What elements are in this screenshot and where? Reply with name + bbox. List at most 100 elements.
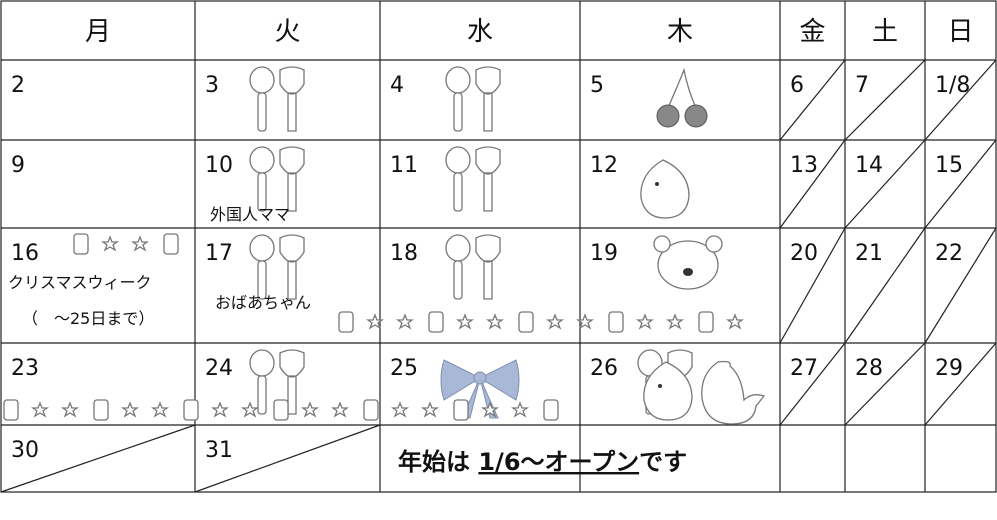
slash <box>194 424 381 493</box>
ornament-icon <box>273 399 289 421</box>
day-number: 9 <box>11 153 25 178</box>
day-number: 15 <box>935 153 963 178</box>
slash <box>924 342 997 426</box>
slash <box>924 227 997 344</box>
day-number: 11 <box>390 153 418 178</box>
note: 外国人ママ <box>210 205 290 224</box>
spoon-icon <box>453 260 463 300</box>
fork-icon <box>475 66 501 132</box>
day-number: 30 <box>11 438 39 463</box>
star-icon <box>241 401 259 418</box>
spoon-icon <box>453 172 463 212</box>
ornament-icon <box>73 233 89 255</box>
spoon-icon <box>249 146 275 174</box>
day-number: 6 <box>790 73 804 98</box>
spoon-icon <box>257 92 267 132</box>
day-number: 19 <box>590 241 618 266</box>
weekday-header: 月 <box>85 17 111 47</box>
ornament-icon <box>543 399 559 421</box>
day-number: 13 <box>790 153 818 178</box>
announcement-date: 1/6～オープン <box>478 448 639 476</box>
day-number: 2 <box>11 73 25 98</box>
announcement: 年始は 1/6～オープンです <box>398 448 687 476</box>
day-number: 18 <box>390 241 418 266</box>
ornament-icon <box>338 311 354 333</box>
star-icon <box>151 401 169 418</box>
spoon-icon <box>257 375 267 415</box>
day-number: 31 <box>205 438 233 463</box>
day-number: 23 <box>11 356 39 381</box>
spoon-icon <box>249 66 275 94</box>
star-icon <box>61 401 79 418</box>
slash <box>844 139 926 229</box>
star-icon <box>421 401 439 418</box>
day-number: 3 <box>205 73 219 98</box>
star-icon <box>131 235 149 252</box>
star-icon <box>301 401 319 418</box>
day-number: 26 <box>590 356 618 381</box>
rooster-icon <box>701 360 766 425</box>
spoon-icon <box>249 349 275 377</box>
ornament-icon <box>183 399 199 421</box>
weekday-header: 金 <box>799 17 825 47</box>
spoon-icon <box>445 66 471 94</box>
spoon-icon <box>257 260 267 300</box>
day-number: 4 <box>390 73 404 98</box>
slash <box>924 59 997 141</box>
decorations <box>3 66 766 425</box>
day-number: 27 <box>790 356 818 381</box>
chick-eye <box>655 182 659 186</box>
weekday-header: 日 <box>947 17 973 47</box>
star-icon <box>726 313 744 330</box>
star-icon <box>31 401 49 418</box>
weekday-header: 土 <box>872 17 898 47</box>
bow-icon <box>440 359 520 419</box>
chick-icon <box>640 159 690 219</box>
day-number: 12 <box>590 153 618 178</box>
bow-knot <box>473 371 487 385</box>
slash <box>779 139 846 229</box>
ornament-icon <box>518 311 534 333</box>
ornament-icon <box>93 399 109 421</box>
day-number: 17 <box>205 241 233 266</box>
star-icon <box>331 401 349 418</box>
note: クリスマスウィーク <box>8 273 152 292</box>
slash <box>924 139 997 229</box>
day-number: 25 <box>390 356 418 381</box>
spoon-icon <box>445 234 471 262</box>
border <box>0 0 997 493</box>
ornament-icon <box>163 233 179 255</box>
slash <box>844 342 926 426</box>
spoon-icon <box>249 234 275 262</box>
star-icon <box>636 313 654 330</box>
chick-eye <box>658 384 662 388</box>
day-number: 22 <box>935 241 963 266</box>
slash <box>844 227 926 344</box>
cherry-icon <box>684 104 708 128</box>
ornament-icon <box>363 399 379 421</box>
slash <box>779 227 846 344</box>
weekday-header: 木 <box>667 17 693 47</box>
ornament-icon <box>698 311 714 333</box>
bear-ear <box>705 235 723 253</box>
slash <box>844 59 926 141</box>
star-icon <box>101 235 119 252</box>
fork-icon <box>475 234 501 300</box>
weekday-header: 水 <box>467 17 493 47</box>
weekday-header: 火 <box>274 17 300 47</box>
star-icon <box>481 401 499 418</box>
fork-icon <box>475 146 501 212</box>
note: おばあちゃん <box>215 293 311 312</box>
star-icon <box>546 313 564 330</box>
day-number: 29 <box>935 356 963 381</box>
day-number: 5 <box>590 73 604 98</box>
day-number: 10 <box>205 153 233 178</box>
bear-ear <box>653 235 671 253</box>
star-icon <box>366 313 384 330</box>
star-icon <box>576 313 594 330</box>
spoon-icon <box>445 146 471 174</box>
slash <box>779 342 846 426</box>
spoon-icon <box>453 92 463 132</box>
day-number: 21 <box>855 241 883 266</box>
